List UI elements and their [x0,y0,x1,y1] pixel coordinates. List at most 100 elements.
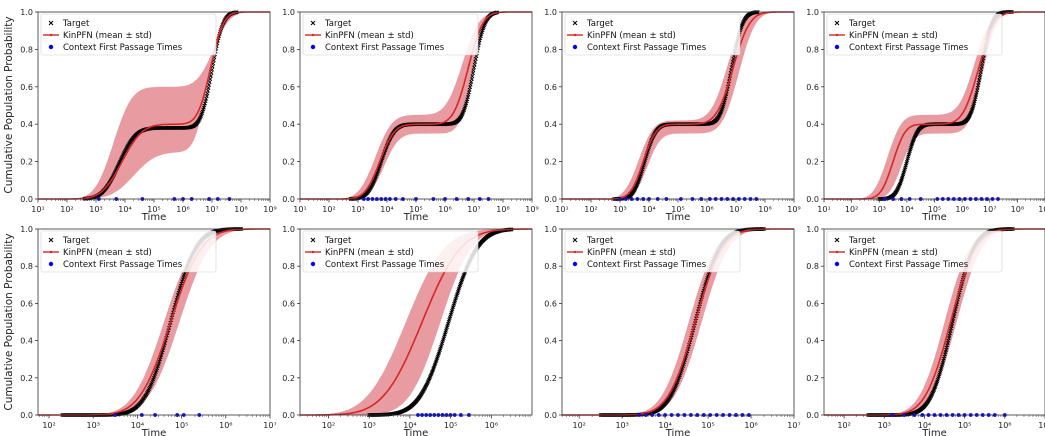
axes-frame [37,228,271,416]
y-tick-label: 0.8 [544,262,557,271]
legend-box [40,13,217,56]
y-tick-label: 0.6 [544,83,557,92]
y-tick-label: 0.4 [20,337,33,346]
legend: Target KinPFN (mean ± std) Context First P… [826,13,1003,56]
y-tick-label: 0.2 [806,374,819,383]
x-tick-label: 10⁴ [118,205,131,214]
target-point [155,366,160,371]
legend: Target KinPFN (mean ± std) Context First P… [564,13,741,56]
legend-kinpfn-marker [835,250,839,254]
y-tick-label: 1.0 [544,8,557,17]
x-tick-label: 10⁷ [729,205,742,214]
target-point [979,67,984,72]
target-point [978,70,983,74]
y-tick-label: 0.8 [544,45,557,54]
legend-context-label: Context First Passage Times [325,43,445,53]
target-point [979,64,984,69]
x-tick-label: 10⁶ [219,421,232,430]
target-point [471,71,475,76]
x-tick-label: 10⁹ [1038,205,1045,214]
y-tick-label: 0.2 [544,158,557,167]
legend-context-marker [834,261,840,267]
legend-context-marker [310,261,316,267]
chart-panel-bottom-4: 0.0 0.2 0.4 0.6 0.8 1.0 10² 10³ 10⁴ 10⁵ 10⁶ 10⁷ Time… [806,225,1045,436]
legend-target-marker [310,237,316,243]
x-axis-label: Time [403,428,428,436]
legend-kinpfn-label: KinPFN (mean ± std) [325,248,414,258]
x-tick-label: 10⁶ [700,205,713,214]
x-tick-label: 10⁷ [467,205,480,214]
y-tick-label: 0.6 [282,83,295,92]
x-tick-label: 10¹ [31,205,44,214]
legend-kinpfn-label: KinPFN (mean ± std) [849,248,938,258]
legend: Target KinPFN (mean ± std) Context First P… [40,13,217,56]
legend-context-label: Context First Passage Times [849,260,969,270]
legend-kinpfn-marker [49,33,53,37]
x-tick-label: 10⁹ [263,205,276,214]
y-tick-label: 0.8 [806,45,819,54]
target-point [204,94,209,99]
y-tick-label: 1.0 [20,8,33,17]
x-tick-label: 10⁴ [918,421,931,430]
legend-kinpfn-marker [49,250,53,254]
y-tick-label: 0.4 [20,120,33,129]
x-tick-label: 10³ [878,421,891,430]
target-point [207,83,212,87]
target-point [180,279,185,284]
y-tick-label: 0.0 [282,411,295,420]
legend-context-marker [572,44,578,50]
x-tick-label: 10² [60,205,73,214]
y-tick-label: 1.0 [806,225,819,234]
target-point [206,85,211,90]
x-tick-label: 10³ [87,421,100,430]
x-tick-label: 10³ [615,421,628,430]
x-tick-label: 10⁵ [175,421,188,430]
legend-kinpfn-label: KinPFN (mean ± std) [587,248,676,258]
x-tick-label: 10² [845,205,858,214]
target-point [470,74,475,79]
legend-context-marker [48,261,54,267]
x-tick-label: 10¹ [293,205,306,214]
target-point [471,68,476,73]
x-tick-label: 10³ [873,205,886,214]
legend-box [564,13,741,56]
x-tick-label: 10⁵ [701,421,714,430]
x-tick-label: 10² [572,421,585,430]
x-tick-label: 10⁵ [928,205,941,214]
legend-target-label: Target [62,19,90,29]
x-tick-label: 10⁶ [176,205,189,214]
x-tick-label: 10¹ [817,205,830,214]
x-axis-label: Time [665,212,690,223]
legend-context-label: Context First Passage Times [63,260,183,270]
legend: Target KinPFN (mean ± std) Context First P… [826,230,1003,273]
y-tick-label: 0.0 [806,411,819,420]
chart-panel-bottom-1: 0.0 0.2 0.4 0.6 0.8 1.0 10² 10³ 10⁴ 10⁵ 10⁶ 10⁷ Time… [20,225,276,436]
x-axis-label: Time [665,428,690,436]
y-tick-label: 0.6 [20,83,33,92]
legend-kinpfn-marker [573,250,577,254]
y-tick-label: 0.4 [544,337,557,346]
y-tick-label: 0.0 [806,195,819,204]
x-tick-label: 10⁴ [380,205,393,214]
legend-target-marker [572,237,578,243]
x-tick-label: 10⁸ [758,205,771,214]
x-axis-label: Time [921,428,946,436]
legend-context-marker [48,44,54,50]
y-tick-label: 1.0 [544,225,557,234]
target-point [468,82,473,87]
y-tick-label: 0.0 [282,195,295,204]
x-tick-label: 10² [322,205,335,214]
x-tick-label: 10⁸ [496,205,509,214]
x-tick-label: 10⁶ [998,421,1011,430]
y-tick-label: 0.0 [20,411,33,420]
target-point [469,77,474,81]
legend-context-label: Context First Passage Times [63,43,183,53]
legend-kinpfn-marker [311,250,315,254]
y-tick-label: 0.4 [282,120,295,129]
legend-target-label: Target [62,236,90,246]
y-tick-label: 1.0 [806,8,819,17]
legend-context-marker [310,44,316,50]
y-tick-label: 1.0 [282,225,295,234]
legend-context-marker [834,44,840,50]
